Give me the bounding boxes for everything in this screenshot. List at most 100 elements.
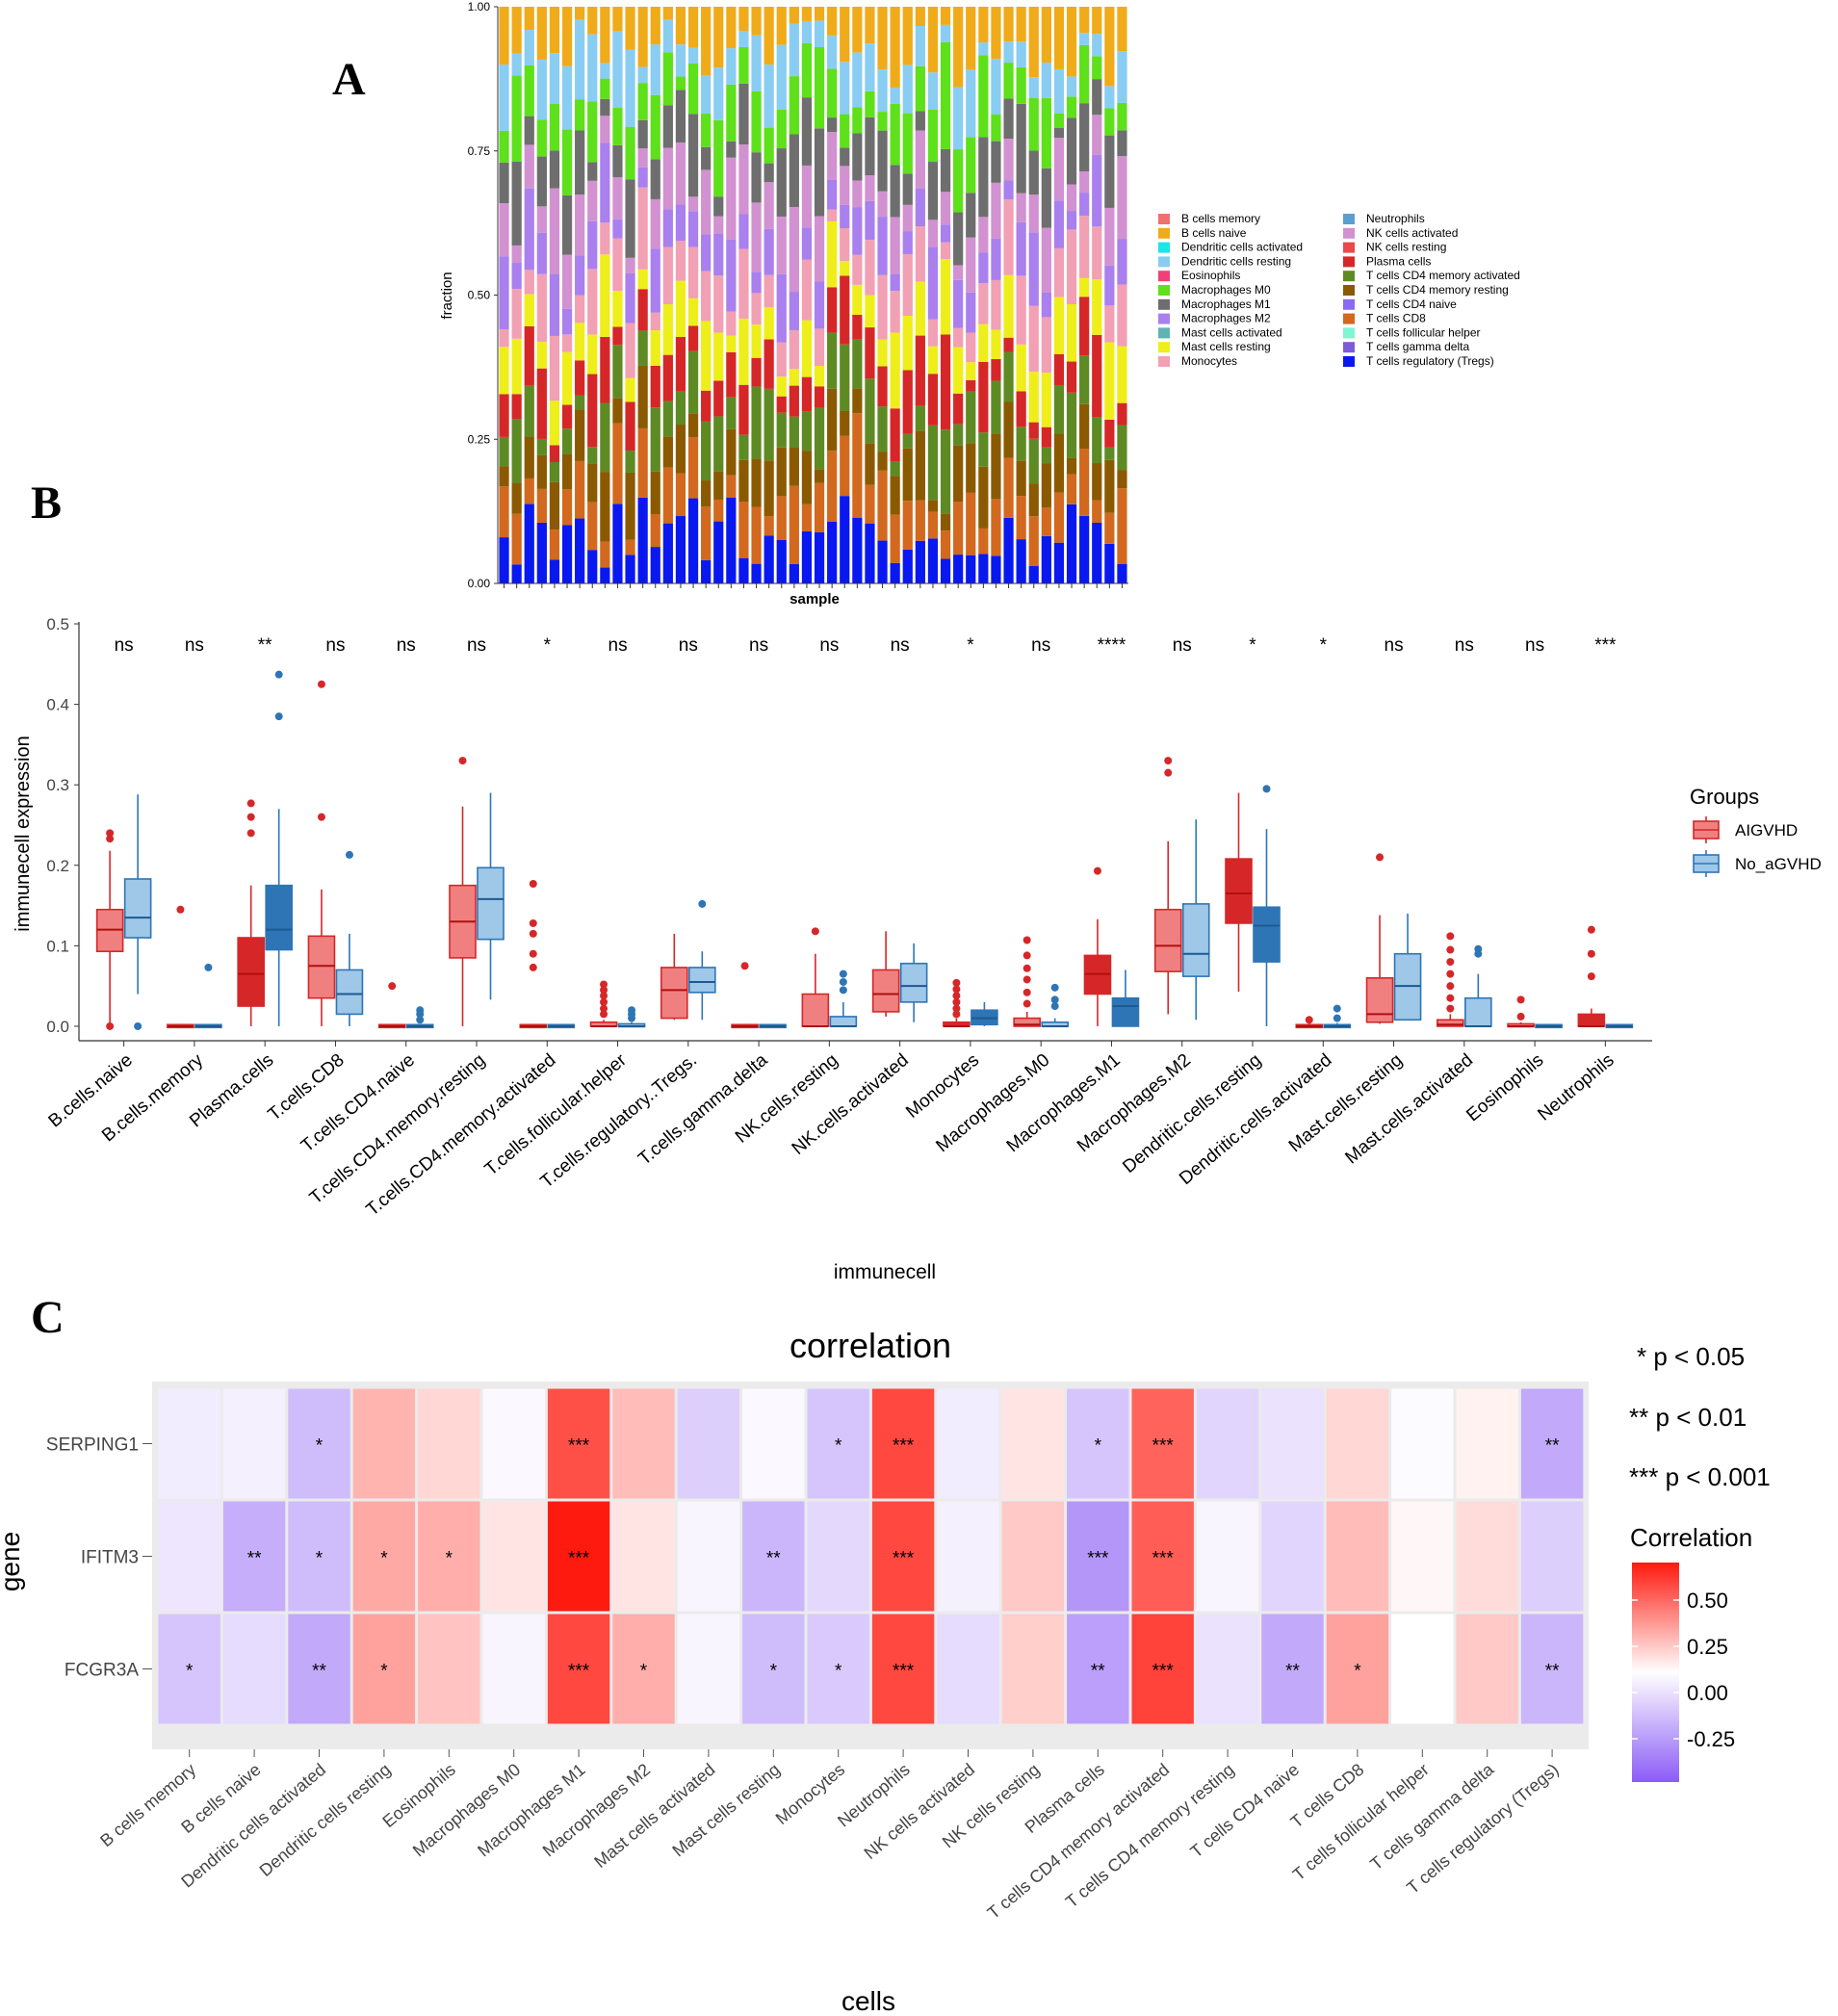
a-bar-segment [801, 320, 813, 377]
b-outlier [1023, 999, 1031, 1008]
a-bar-segment [499, 162, 509, 204]
a-bar-segment [902, 370, 913, 434]
a-bar-segment [549, 401, 560, 446]
c-xtick-label: B cells memory [96, 1760, 199, 1850]
a-legend-label: Macrophages M1 [1181, 297, 1271, 311]
a-bar-segment [637, 66, 648, 84]
a-ytick-label: 1.00 [468, 0, 491, 13]
a-bar-segment [966, 362, 976, 380]
a-legend-label: Dendritic cells resting [1181, 254, 1291, 268]
a-bar-segment [536, 156, 547, 207]
b-box [477, 866, 505, 941]
a-bar-segment [549, 559, 560, 583]
a-bar-segment [726, 157, 737, 240]
b-ytick-label: 0.2 [46, 857, 69, 875]
a-bar-segment [940, 258, 951, 335]
a-bar-segment [978, 554, 989, 583]
a-bar-segment [536, 342, 547, 369]
a-bar-segment [511, 75, 522, 162]
c-heatmap-cell [1520, 1388, 1584, 1499]
a-bar-segment [637, 83, 648, 120]
a-legend-swatch [1343, 342, 1355, 353]
b-xtick-label: Eosinophils [1463, 1050, 1547, 1126]
c-cell-star: ** [1091, 1662, 1105, 1682]
a-bar-segment [865, 200, 875, 241]
a-bar-segment [662, 304, 673, 355]
a-bar-segment [575, 323, 585, 361]
a-bar-segment [1092, 226, 1102, 280]
a-bar-segment [1092, 56, 1102, 80]
a-bar-segment [738, 434, 749, 460]
a-bar-segment [587, 334, 598, 375]
a-bar-segment [840, 435, 850, 497]
c-heatmap-cell [742, 1388, 805, 1499]
a-bar-segment [625, 451, 635, 473]
a-bar-segment [801, 451, 813, 504]
a-bar-segment [587, 550, 598, 583]
a-bar-segment [511, 394, 522, 420]
c-cell-star: ** [312, 1662, 326, 1682]
a-bar-segment [726, 7, 737, 49]
a-bar-segment [701, 146, 712, 170]
a-bar-segment [687, 498, 699, 583]
a-bar-segment [637, 497, 648, 583]
a-bar-segment [1041, 7, 1051, 63]
b-outlier [600, 997, 608, 1006]
c-heatmap-cell [1067, 1388, 1129, 1499]
b-outlier [952, 1010, 961, 1019]
a-bar-segment [1066, 96, 1077, 118]
a-bar-segment [738, 30, 749, 47]
a-bar-segment [1053, 297, 1065, 354]
a-bar-segment [625, 323, 635, 378]
a-bar-segment [561, 129, 573, 195]
a-legend-label: Macrophages M0 [1181, 283, 1271, 297]
a-bar-segment [511, 7, 522, 54]
a-bar-segment [726, 311, 737, 336]
a-bar-segment [902, 501, 913, 550]
a-bar-segment [1003, 139, 1014, 181]
a-bar-segment [687, 7, 699, 48]
a-bar-segment [612, 31, 623, 109]
a-bar-segment [1066, 184, 1077, 212]
a-bar-segment [1053, 138, 1065, 201]
a-bar-segment [991, 329, 1001, 360]
a-bar-segment [499, 64, 509, 131]
b-outlier [628, 1006, 636, 1015]
a-bar-segment [801, 376, 813, 412]
a-bar-segment [865, 378, 875, 444]
c-heatmap-cell [288, 1614, 350, 1724]
a-bar-segment [915, 7, 925, 26]
a-bar-segment [625, 126, 635, 180]
a-bar-segment [852, 413, 863, 518]
a-bar-segment [1041, 168, 1051, 228]
a-bar-segment [865, 523, 875, 583]
a-bar-segment [650, 547, 660, 583]
c-heatmap-cell [612, 1614, 675, 1724]
a-legend-swatch [1343, 271, 1355, 282]
a-bar-segment [991, 7, 1001, 60]
a-bar-segment [789, 207, 799, 293]
a-bar-segment [776, 109, 787, 149]
b-outlier [839, 969, 847, 978]
b-outlier [274, 712, 283, 721]
b-outlier [529, 918, 537, 927]
c-heatmap-cell [1001, 1614, 1065, 1724]
a-legend-label: T cells gamma delta [1366, 340, 1469, 353]
c-cell-star: * [835, 1662, 842, 1682]
a-bar-segment [1028, 565, 1039, 583]
a-bar-segment [701, 390, 712, 422]
a-bar-segment [966, 69, 976, 138]
a-bar-segment [1053, 7, 1065, 69]
b-ytick-label: 0.5 [46, 615, 69, 633]
a-bar-segment [575, 460, 585, 519]
a-legend-swatch [1343, 227, 1355, 239]
a-bar-segment [902, 113, 913, 174]
a-bar-segment [524, 325, 534, 386]
a-bar-segment [612, 398, 623, 424]
c-cell-star: *** [568, 1662, 590, 1682]
b-outlier [1023, 964, 1031, 972]
a-bar-segment [675, 90, 686, 142]
c-heatmap-cell [742, 1614, 805, 1724]
b-significance-label: * [544, 635, 552, 656]
a-bar-segment [789, 563, 799, 583]
